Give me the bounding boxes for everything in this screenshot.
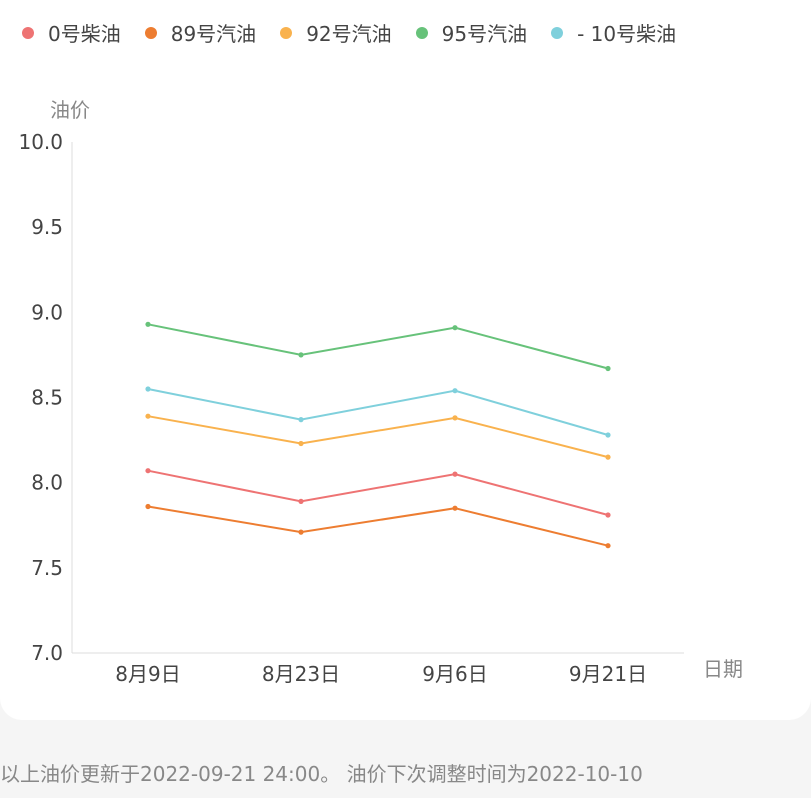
x-tick-label: 8月23日 bbox=[262, 662, 340, 686]
series-line bbox=[147, 415, 609, 459]
series-line bbox=[147, 505, 609, 547]
legend-label: 89号汽油 bbox=[170, 22, 257, 46]
y-axis-title: 油价 bbox=[50, 98, 90, 122]
y-tick-label: 7.5 bbox=[31, 556, 63, 580]
data-point[interactable] bbox=[298, 417, 304, 423]
legend-item[interactable]: 0号柴油 bbox=[22, 18, 121, 47]
line-chart: 7.0 7.5 8.0 8.5 9.0 9.5 10.0 8月9日 8月23日 9月6日 9月21日 bbox=[18, 130, 684, 686]
legend-label: 0号柴油 bbox=[48, 22, 121, 46]
series-line bbox=[147, 469, 609, 516]
data-point[interactable] bbox=[298, 529, 304, 535]
data-point[interactable] bbox=[605, 365, 611, 372]
data-point[interactable] bbox=[605, 512, 611, 518]
y-tick-label: 9.5 bbox=[31, 215, 63, 239]
data-point[interactable] bbox=[605, 543, 611, 549]
legend-item[interactable]: 89号汽油 bbox=[144, 18, 257, 47]
data-point[interactable] bbox=[145, 468, 151, 474]
y-tick-label: 7.0 bbox=[31, 641, 63, 665]
data-point[interactable] bbox=[452, 471, 458, 477]
x-tick-label: 9月6日 bbox=[422, 662, 487, 686]
x-axis-title: 日期 bbox=[703, 657, 743, 681]
series-line bbox=[147, 323, 609, 370]
legend-item[interactable]: - 10号柴油 bbox=[551, 18, 676, 47]
data-point[interactable] bbox=[605, 454, 611, 460]
series-line bbox=[147, 388, 609, 436]
data-point[interactable] bbox=[298, 352, 304, 358]
y-tick-label: 9.0 bbox=[31, 300, 63, 324]
data-point[interactable] bbox=[452, 325, 458, 331]
data-point[interactable] bbox=[452, 388, 458, 394]
y-tick-label: 10.0 bbox=[18, 130, 63, 154]
legend-marker bbox=[144, 26, 157, 39]
legend-item[interactable]: 92号汽油 bbox=[280, 18, 392, 47]
legend: 0号柴油 89号汽油 92号汽油 95号汽油 - 10号柴油 bbox=[22, 18, 700, 47]
legend-marker bbox=[415, 26, 428, 39]
data-point[interactable] bbox=[145, 321, 151, 327]
chart-card: 0号柴油 89号汽油 92号汽油 95号汽油 - 10号柴油 油价 日期 7.0 7.5 8… bbox=[18, 18, 743, 686]
data-point[interactable] bbox=[298, 440, 304, 447]
legend-marker bbox=[551, 26, 564, 39]
legend-item[interactable]: 95号汽油 bbox=[415, 18, 528, 47]
data-point[interactable] bbox=[605, 432, 611, 438]
data-point[interactable] bbox=[452, 415, 458, 421]
legend-marker bbox=[22, 26, 34, 39]
y-tick-label: 8.0 bbox=[31, 471, 63, 495]
data-point[interactable] bbox=[145, 413, 151, 419]
legend-label: - 10号柴油 bbox=[577, 22, 677, 46]
legend-label: 92号汽油 bbox=[306, 22, 392, 46]
legend-marker bbox=[280, 26, 293, 39]
x-tick-label: 8月9日 bbox=[115, 662, 180, 686]
x-tick-label: 9月21日 bbox=[569, 662, 647, 686]
data-point[interactable] bbox=[298, 498, 304, 504]
update-info-text: 以上油价更新于2022-09-21 24:00。 油价下次调整时间为2022-1… bbox=[0, 762, 643, 786]
data-point[interactable] bbox=[452, 505, 458, 511]
data-point[interactable] bbox=[145, 503, 151, 510]
legend-label: 95号汽油 bbox=[441, 22, 528, 46]
y-tick-label: 8.5 bbox=[31, 386, 63, 410]
data-point[interactable] bbox=[145, 386, 151, 392]
